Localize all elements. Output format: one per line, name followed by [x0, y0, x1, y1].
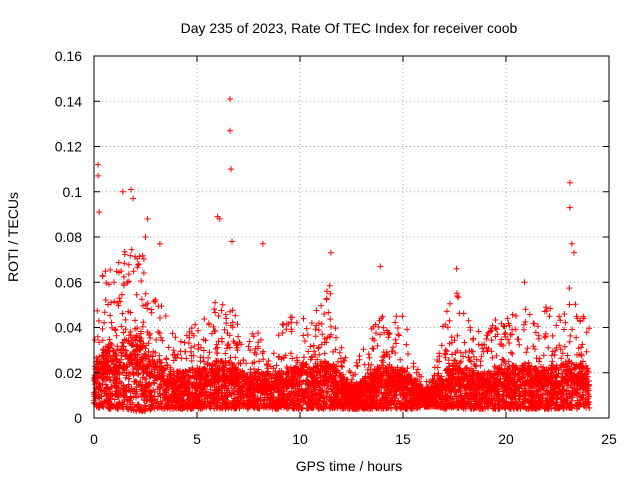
y-tick-label: 0.04: [55, 320, 82, 336]
chart-title: Day 235 of 2023, Rate Of TEC Index for r…: [181, 20, 518, 36]
grid: [94, 56, 609, 418]
plot-frame: [93, 55, 610, 419]
y-axis-label: ROTI / TECUs: [5, 192, 21, 282]
y-tick-label: 0.16: [55, 48, 82, 64]
x-tick-label: 25: [601, 431, 617, 447]
y-tick-label: 0.08: [55, 229, 82, 245]
x-axis-label: GPS time / hours: [296, 458, 403, 474]
y-tick-label: 0.12: [55, 139, 82, 155]
x-tick-label: 15: [395, 431, 411, 447]
x-tick-label: 10: [292, 431, 308, 447]
y-tick-label: 0.06: [55, 274, 82, 290]
x-tick-label: 5: [193, 431, 201, 447]
data-points: [91, 96, 593, 415]
y-tick-label: 0.14: [55, 93, 82, 109]
roti-markers: [91, 96, 593, 415]
x-tick-label: 20: [498, 431, 514, 447]
y-tick-label: 0.1: [63, 184, 83, 200]
y-tick-label: 0: [74, 410, 82, 426]
y-tick-label: 0.02: [55, 365, 82, 381]
x-tick-label: 0: [90, 431, 98, 447]
